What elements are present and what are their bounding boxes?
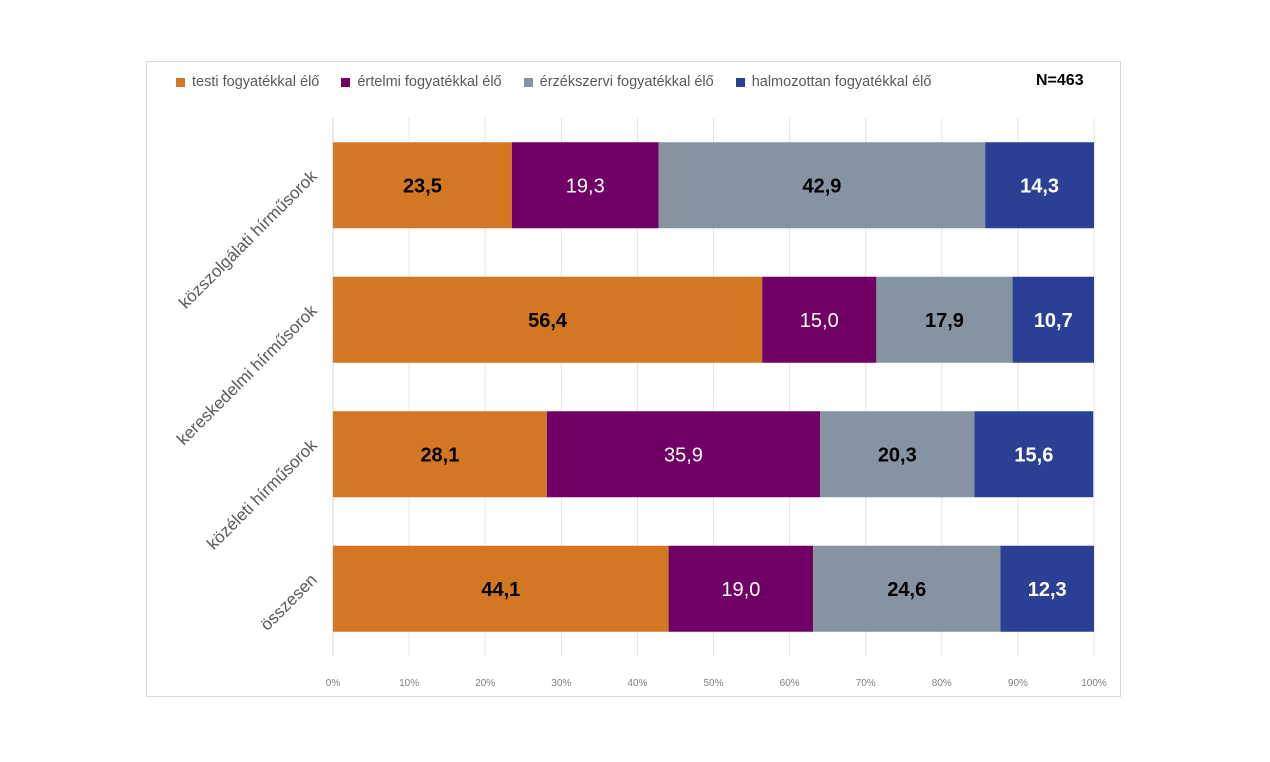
x-tick-label: 30% [551,678,571,689]
x-tick-label: 90% [1008,678,1028,689]
data-label: 12,3 [1028,579,1067,601]
bar-segment [820,411,975,498]
data-label: 15,0 [800,310,839,332]
sample-size-annotation: N=463 [1036,72,1084,89]
data-label: 24,6 [887,579,926,601]
x-tick-label: 0% [326,678,341,689]
data-label: 14,3 [1020,175,1059,197]
category-label: összesen [257,570,321,634]
x-tick-label: 50% [703,678,723,689]
data-label: 10,7 [1034,310,1073,332]
data-label: 56,4 [528,310,568,332]
bar-segment [546,411,821,498]
legend-label-ertelmi: értelmi fogyatékkal élő [357,74,502,90]
x-tick-label: 40% [627,678,647,689]
x-tick-label: 100% [1081,678,1107,689]
legend-swatch-halmozottan [735,77,745,87]
legend-label-testi: testi fogyatékkal élő [192,74,320,90]
bar-segment [876,276,1013,363]
bar-segment [333,411,547,498]
bar-segment [668,545,814,632]
x-tick-label: 70% [856,678,876,689]
x-tick-label: 10% [399,678,419,689]
legend-swatch-erzekszervi [523,77,533,87]
x-tick-label: 20% [475,678,495,689]
data-label: 42,9 [802,175,841,197]
legend-label-erzekszervi: érzékszervi fogyatékkal élő [539,74,714,90]
data-label: 15,6 [1014,444,1053,466]
bar-segment [333,545,669,632]
bar-segment [762,276,877,363]
legend-swatch-testi [176,77,185,87]
bar-segment [511,142,659,229]
data-label: 19,3 [566,175,605,197]
legend-item-testi: testi fogyatékkal élő [176,74,319,90]
bar-segment [974,411,1094,498]
x-tick-label: 80% [932,678,952,689]
legend-swatch-ertelmi [341,77,351,87]
bar-segment [813,545,1001,632]
legend-item-halmozottan: halmozottan fogyatékkal élő [735,74,932,90]
data-label: 19,0 [721,579,760,601]
data-label: 35,9 [664,444,703,466]
data-label: 44,1 [481,579,520,601]
category-label: közéleti hírműsorok [203,435,321,553]
bar-segment [658,142,986,229]
x-tick-label: 60% [780,678,800,689]
legend-item-erzekszervi: érzékszervi fogyatékkal élő [523,74,714,90]
data-label: 20,3 [878,444,917,466]
bar-segment [333,142,512,229]
legend-label-halmozottan: halmozottan fogyatékkal élő [751,74,932,90]
legend: testi fogyatékkal élő értelmi fogyatékka… [176,72,953,92]
data-label: 17,9 [925,310,964,332]
bar-segment [1012,276,1094,363]
bar-segment [985,142,1094,229]
data-label: 28,1 [420,444,459,466]
category-label: kereskedelmi hírműsorok [173,301,321,449]
bar-segment [333,276,763,363]
bar-segment [1000,545,1094,632]
category-label: közszolgálati hírműsorok [175,166,321,312]
data-label: 23,5 [403,175,442,197]
legend-item-ertelmi: értelmi fogyatékkal élő [341,74,502,90]
